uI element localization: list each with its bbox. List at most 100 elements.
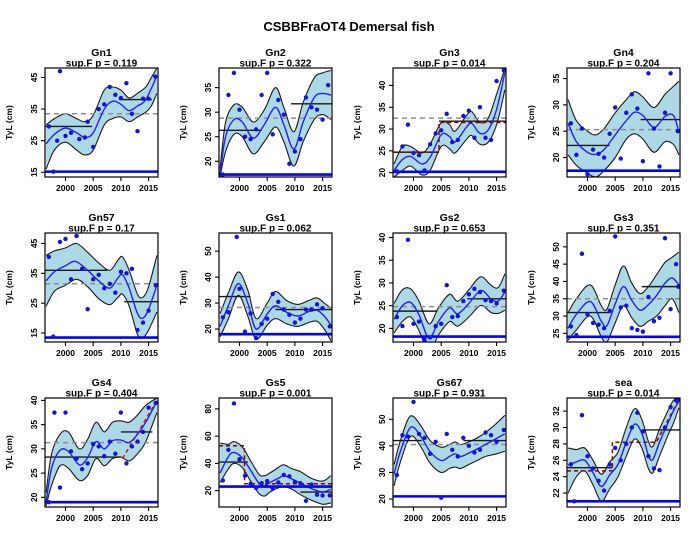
data-points [394,67,506,174]
svg-text:2000: 2000 [404,348,423,358]
svg-text:2015: 2015 [487,183,506,193]
y-axis: 25 30 35 40 45 50 [551,242,567,338]
plot-content [45,67,158,174]
svg-text:30: 30 [203,107,213,117]
data-points [46,400,158,505]
svg-text:25: 25 [377,301,387,311]
mean-step-lines [219,461,332,493]
y-axis-label: TyL (cm) [352,435,362,470]
svg-text:35: 35 [551,74,561,84]
smooth-line [45,260,158,320]
svg-text:25: 25 [29,298,39,308]
y-axis: 20 25 30 35 [203,83,219,166]
data-points [220,70,331,177]
panel-Gs3: 25 30 35 40 45 50 TyL (cm) 2000 2005 2010 2015 Gs3s… [526,212,681,358]
band-upper-edge [219,69,332,169]
svg-text:2015: 2015 [313,183,332,193]
x-axis: 2000 2005 2010 2015 [230,342,332,358]
svg-text:50: 50 [203,246,213,256]
svg-text:2005: 2005 [84,183,103,193]
svg-text:45: 45 [29,238,39,248]
svg-text:25: 25 [29,468,39,478]
svg-text:2010: 2010 [285,513,304,523]
y-axis: 20 25 30 35 40 [377,233,393,333]
svg-text:2005: 2005 [432,348,451,358]
svg-text:50: 50 [551,242,561,252]
plot-content [393,399,506,500]
plot-content [219,401,332,505]
svg-text:2000: 2000 [56,348,75,358]
y-axis: 20 40 60 80 [203,404,219,495]
svg-text:2005: 2005 [84,348,103,358]
svg-text:2000: 2000 [230,348,249,358]
svg-text:2015: 2015 [661,348,680,358]
plot-box [566,232,681,343]
panel-Gn4: 20 25 30 35 TyL (cm) 2000 2005 2010 2015 Gn4sup.F… [526,47,681,193]
svg-text:20: 20 [551,153,561,163]
svg-text:30: 30 [551,423,561,433]
svg-text:35: 35 [551,294,561,304]
plot-content [219,69,332,178]
svg-text:15: 15 [29,167,39,177]
data-points [394,399,506,500]
x-axis: 2000 2005 2010 2015 [230,177,332,193]
svg-text:2000: 2000 [578,183,597,193]
svg-text:2000: 2000 [56,183,75,193]
confidence-band [394,68,505,177]
y-axis-label: TyL (cm) [4,435,14,470]
panels-grid: 15 25 35 45 TyL (cm) 2000 2005 2010 2015 Gn1 sup.F… [1,45,698,540]
svg-text:2010: 2010 [111,183,130,193]
mean-step-lines [45,431,153,458]
y-axis: 15 25 35 45 [29,72,45,177]
panel-title: Gs67 [437,377,463,389]
x-axis: 2000 2005 2010 2015 [56,342,158,358]
svg-text:2010: 2010 [459,348,478,358]
panel-Gs2: 20 25 30 35 40 TyL (cm) 2000 2005 2010 2015 Gs2sup… [352,212,507,358]
trend-line-dashed [219,444,332,485]
svg-text:25: 25 [551,328,561,338]
plot-box [566,67,681,178]
y-axis-label: TyL (cm) [526,105,536,140]
data-points [46,68,158,174]
x-axis: 2000 2005 2010 2015 [404,177,506,193]
svg-text:2005: 2005 [606,348,625,358]
plot-content [45,397,158,507]
svg-text:2015: 2015 [139,183,158,193]
trend-line-dashed [393,121,506,153]
panel-title: sea [615,377,633,389]
y-axis-label: TyL (cm) [178,105,188,140]
panel-title: Gn57 [88,212,114,224]
panel-subtitle: sup.F p = 0.014 [588,389,660,400]
panel-title: Gn1 [91,47,112,59]
mean-step-lines [567,285,680,314]
plot-content [567,71,680,178]
svg-text:2000: 2000 [56,513,75,523]
smooth-line [567,277,680,329]
band-lower-edge [219,462,332,505]
y-axis: 20 25 30 35 [551,74,567,163]
data-points [568,397,681,504]
band-lower-edge [45,93,158,170]
svg-text:2015: 2015 [313,348,332,358]
smooth-line [45,401,158,503]
svg-text:30: 30 [29,444,39,454]
panel-subtitle: sup.F p = 0.001 [240,389,312,400]
x-axis: 2000 2005 2010 2015 [56,177,158,193]
confidence-band [46,243,157,339]
panel-subtitle: sup.F p = 0.062 [240,224,312,235]
band-lower-edge [393,304,506,343]
svg-text:40: 40 [551,276,561,286]
svg-text:40: 40 [377,233,387,243]
svg-text:2015: 2015 [661,183,680,193]
svg-text:2005: 2005 [258,348,277,358]
y-axis-label: TyL (cm) [178,435,188,470]
panel-Gn2: 20 25 30 35 TyL (cm) 2000 2005 2010 2015 Gn2sup.F… [178,47,333,193]
y-axis-label: TyL (cm) [4,105,14,140]
y-axis-label: TyL (cm) [352,270,362,305]
plot-content [219,234,332,341]
svg-text:35: 35 [377,255,387,265]
svg-text:40: 40 [377,441,387,451]
svg-text:2000: 2000 [578,348,597,358]
panel-title: Gs3 [614,212,634,224]
